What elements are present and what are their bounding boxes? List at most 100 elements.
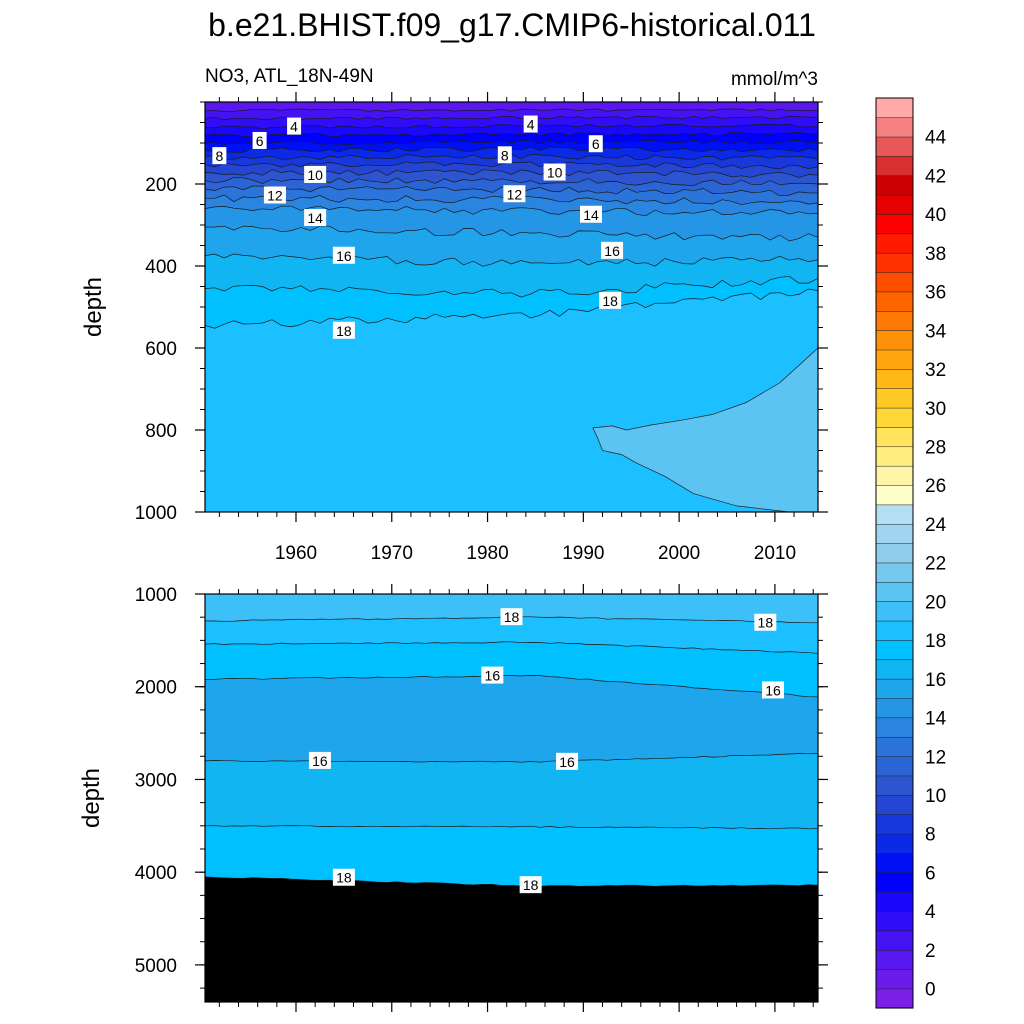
y-tick-label: 200 — [145, 175, 177, 196]
colorbar-tick-label: 12 — [925, 747, 946, 768]
colorbar-swatch — [875, 852, 914, 874]
contour-band — [205, 876, 818, 1002]
colorbar-swatch — [875, 252, 914, 273]
colorbar-swatch — [875, 969, 914, 990]
contour-label: 18 — [332, 868, 355, 886]
colorbar-swatch — [875, 639, 914, 661]
colorbar-swatch — [875, 155, 914, 176]
plot-frame — [204, 593, 819, 1003]
contour-label: 16 — [332, 246, 355, 264]
colorbar-tick-label: 22 — [925, 554, 946, 575]
colorbar-swatch — [875, 523, 914, 544]
colorbar-swatch — [875, 213, 914, 235]
colorbar-swatch — [875, 833, 914, 854]
colorbar-tick-label: 26 — [925, 476, 946, 497]
colorbar-tick-label: 20 — [925, 592, 946, 613]
contour-line — [205, 675, 818, 698]
colorbar-tick-label: 10 — [925, 786, 946, 807]
contour-label-text: 18 — [758, 615, 774, 631]
contour-label-text: 14 — [583, 207, 599, 223]
contour-label-text: 16 — [336, 248, 352, 264]
colorbar-swatch — [875, 872, 914, 893]
colorbar-swatch — [875, 446, 914, 467]
colorbar-tick-label: 30 — [925, 399, 946, 420]
units-label: mmol/m^3 — [731, 69, 818, 90]
colorbar-tick-label: 6 — [925, 864, 936, 885]
colorbar-tick-label: 42 — [925, 166, 946, 187]
y-tick-label: 3000 — [135, 770, 177, 791]
colorbar-swatch — [875, 717, 914, 738]
colorbar-swatch — [875, 388, 914, 409]
colorbar-swatch — [875, 233, 914, 254]
contour-label-text: 8 — [215, 148, 223, 164]
colorbar-swatch — [875, 310, 914, 331]
colorbar-swatch — [875, 756, 914, 777]
contour-label-text: 16 — [765, 682, 781, 698]
contour-label-text: 8 — [501, 147, 509, 163]
contour-line — [205, 275, 818, 298]
y-tick-label: 1000 — [135, 585, 177, 606]
contour-label: 6 — [252, 131, 267, 149]
colorbar: 0246810121416182022242628303234363840424… — [875, 97, 947, 1009]
contour-line — [205, 123, 818, 130]
colorbar-swatch — [875, 407, 914, 428]
contour-label-text: 10 — [307, 167, 323, 183]
y-axis-label: depth — [78, 768, 105, 828]
colorbar-frame — [875, 97, 914, 1009]
contour-label-text: 4 — [527, 117, 535, 133]
colorbar-tick-label: 18 — [925, 631, 946, 652]
colorbar-swatch — [875, 543, 914, 564]
colorbar-swatch — [875, 484, 914, 506]
contour-line — [205, 225, 818, 242]
contour-label: 12 — [503, 185, 526, 203]
contour-label: 16 — [556, 752, 579, 770]
contour-label: 18 — [332, 321, 355, 339]
colorbar-swatch — [875, 175, 914, 196]
colorbar-swatch — [875, 272, 914, 293]
colorbar-swatch — [875, 349, 914, 370]
contour-label-text: 16 — [485, 668, 501, 684]
colorbar-swatch — [875, 291, 914, 312]
colorbar-swatch — [875, 368, 914, 389]
colorbar-swatch — [875, 930, 914, 951]
colorbar-tick-label: 2 — [925, 941, 936, 962]
contour-label-text: 12 — [507, 186, 523, 202]
contour-line — [205, 205, 818, 217]
x-tick-label: 1980 — [466, 543, 508, 564]
contour-label: 16 — [308, 751, 331, 769]
colorbar-swatch — [875, 794, 914, 815]
y-tick-label: 400 — [145, 257, 177, 278]
colorbar-swatch — [875, 775, 914, 796]
colorbar-swatch — [875, 910, 914, 932]
y-tick-label: 5000 — [135, 956, 177, 977]
contour-label-text: 6 — [592, 136, 600, 152]
y-axis-label: depth — [80, 277, 107, 337]
variable-label: NO3, ATL_18N-49N — [205, 66, 374, 87]
contour-label-text: 6 — [256, 133, 264, 149]
contour-label: 18 — [754, 613, 777, 631]
contour-label: 14 — [304, 209, 327, 227]
contour-line — [205, 253, 818, 267]
contour-line — [205, 641, 818, 654]
colorbar-tick-label: 16 — [925, 670, 946, 691]
contour-line — [205, 753, 818, 763]
colorbar-tick-label: 32 — [925, 360, 946, 381]
x-tick-label: 1960 — [275, 543, 317, 564]
colorbar-tick-label: 44 — [925, 128, 947, 149]
colorbar-tick-label: 28 — [925, 438, 946, 459]
contour-label: 6 — [588, 135, 603, 153]
x-tick-label: 2010 — [754, 543, 796, 564]
contour-label-text: 18 — [602, 293, 618, 309]
contour-label: 18 — [500, 608, 523, 626]
y-tick-label: 800 — [145, 421, 177, 442]
colorbar-tick-label: 40 — [925, 205, 946, 226]
tick-marks — [195, 92, 828, 522]
colorbar-swatch — [875, 194, 914, 215]
contour-line — [205, 108, 818, 112]
colorbar-tick-label: 0 — [925, 980, 936, 1001]
y-tick-label: 1000 — [135, 503, 177, 524]
colorbar-swatch — [875, 620, 914, 641]
contour-label: 10 — [304, 165, 327, 183]
colorbar-swatch — [875, 949, 914, 970]
